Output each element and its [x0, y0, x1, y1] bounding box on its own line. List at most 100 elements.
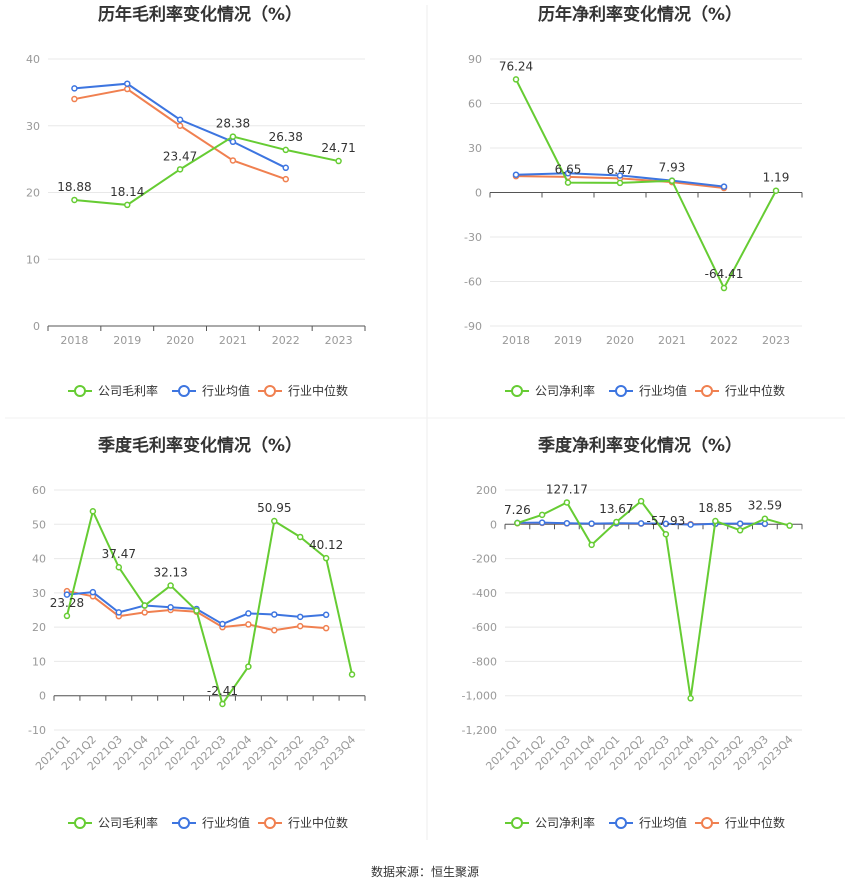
legend-label: 行业均值 [639, 815, 687, 830]
company-series-point [772, 187, 780, 194]
industry-median-series-line [74, 87, 287, 181]
company-series-point [613, 518, 620, 526]
industry-average-series-point [736, 520, 744, 527]
y-tick-label: -60 [464, 276, 482, 289]
legend-item-company-series[interactable]: 公司毛利率 [68, 815, 158, 830]
data-label: 6.65 [555, 163, 582, 177]
company-series-point [124, 201, 131, 209]
industry-median-series-point [245, 621, 252, 628]
legend-label: 公司毛利率 [98, 815, 158, 830]
y-tick-label: 20 [26, 187, 40, 200]
industry-average-series-point [229, 138, 237, 146]
legend-item-industry-average-series[interactable]: 行业均值 [609, 815, 687, 830]
y-tick-label: 10 [26, 253, 40, 266]
company-series-point [167, 582, 174, 589]
legend-item-company-series[interactable]: 公司毛利率 [68, 383, 158, 398]
data-label: -64.41 [705, 267, 744, 281]
data-label: 40.12 [309, 538, 343, 552]
industry-median-series-point [71, 95, 78, 103]
legend-item-company-series[interactable]: 公司净利率 [505, 383, 595, 398]
company-series-point [296, 533, 304, 541]
legend-item-industry-median-series[interactable]: 行业中位数 [695, 815, 785, 830]
quarterly-net-margin-chart: 季度净利率变化情况（%） -1,200 -1,000 -800 -600 -400 -200… [462, 435, 803, 830]
y-tick-label: -600 [472, 621, 497, 634]
industry-average-series-point [71, 85, 78, 92]
company-series-point [720, 284, 728, 292]
industry-median-series-point [176, 122, 184, 129]
company-series-line [515, 78, 777, 291]
legend-marker [615, 385, 627, 397]
industry-average-series-point [322, 611, 330, 619]
data-label: 6.47 [607, 163, 634, 177]
y-tick-label: -30 [464, 231, 482, 244]
industry-average-series-point [282, 164, 289, 172]
industry-median-series-point [322, 624, 330, 632]
data-label: 13.67 [599, 502, 633, 516]
y-tick-label: 60 [32, 484, 46, 497]
company-series-line [74, 135, 339, 206]
legend-marker [701, 385, 713, 397]
company-series-point [736, 527, 744, 534]
legend-marker [511, 385, 523, 397]
chart-title: 季度毛利率变化情况（%） [98, 435, 302, 456]
industry-average-series-point [271, 611, 278, 618]
company-series-point [662, 530, 670, 538]
y-tick-label: -400 [472, 587, 497, 600]
x-tick-label: 2018 [502, 334, 530, 347]
industry-median-series-point [141, 609, 148, 616]
company-series-point [538, 511, 546, 519]
x-tick-label: 2020 [606, 334, 634, 347]
x-tick-label: 2020 [166, 334, 194, 347]
company-series-point [322, 554, 330, 562]
industry-average-series-point [167, 604, 174, 611]
company-series-point [588, 541, 595, 549]
data-label: 28.38 [216, 117, 250, 131]
y-tick-label: 40 [32, 553, 46, 566]
y-tick-label: 30 [468, 142, 482, 155]
company-series-point [193, 607, 200, 614]
y-tick-label: 30 [32, 587, 46, 600]
quarterly-gross-margin-chart: 季度毛利率变化情况（%）-1001020304050602021Q12021Q2… [28, 435, 366, 830]
company-series-point [687, 695, 694, 702]
industry-average-series-point [538, 519, 546, 526]
legend-item-industry-median-series[interactable]: 行业中位数 [258, 815, 348, 830]
industry-average-series-point [563, 520, 571, 527]
legend-item-industry-median-series[interactable]: 行业中位数 [258, 383, 348, 398]
company-series-line [517, 499, 790, 699]
company-series-point [141, 602, 148, 609]
industry-average-series-point [687, 521, 694, 528]
industry-average-series-point [512, 171, 520, 178]
company-series-point [282, 146, 289, 154]
legend-marker [178, 385, 190, 397]
y-tick-label: -1,000 [462, 690, 497, 703]
legend-marker [511, 817, 523, 829]
legend-label: 公司毛利率 [98, 383, 158, 398]
industry-average-series-point [219, 620, 226, 628]
industry-average-series-point [89, 588, 97, 596]
data-label: -57.93 [647, 514, 686, 528]
legend-item-company-series[interactable]: 公司净利率 [505, 815, 595, 830]
company-series-point [335, 157, 342, 165]
industry-average-series-point [63, 591, 71, 598]
data-source-note: 数据来源：恒生聚源 [371, 864, 479, 879]
legend-item-industry-average-series[interactable]: 行业均值 [172, 383, 250, 398]
legend-item-industry-average-series[interactable]: 行业均值 [609, 383, 687, 398]
y-tick-label: -1,200 [462, 724, 497, 737]
company-series-point [564, 179, 572, 186]
company-series-point [115, 563, 123, 571]
legend-label: 行业均值 [202, 383, 250, 398]
data-label: -2.41 [207, 684, 238, 698]
company-series-point [63, 612, 71, 620]
company-series-point [271, 517, 278, 525]
data-label: 23.28 [50, 596, 84, 610]
data-label: 24.71 [321, 141, 355, 155]
company-series-point [89, 508, 97, 515]
x-tick-label: 2022 [272, 334, 300, 347]
x-tick-label: 2019 [113, 334, 141, 347]
industry-average-series-point [176, 116, 184, 123]
legend-item-industry-average-series[interactable]: 行业均值 [172, 815, 250, 830]
industry-median-series-point [296, 622, 304, 630]
data-label: 26.38 [269, 130, 303, 144]
legend-item-industry-median-series[interactable]: 行业中位数 [695, 383, 785, 398]
legend-marker [74, 817, 86, 829]
